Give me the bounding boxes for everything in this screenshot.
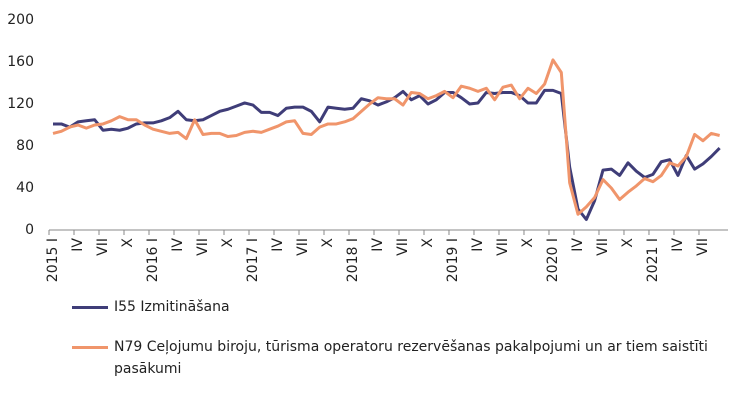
y-tick-label: 0: [25, 222, 34, 238]
x-tick-label: 2018 I: [345, 238, 361, 282]
x-tick-label: IV: [170, 238, 186, 252]
x-tick-label: IV: [270, 238, 286, 252]
y-tick-label: 160: [7, 54, 34, 70]
series-line: [53, 88, 721, 221]
x-tick-label: IV: [370, 238, 386, 252]
x-tick-label: X: [220, 238, 236, 248]
x-tick-label: 2015 I: [45, 238, 61, 282]
x-tick-label: VII: [195, 238, 211, 256]
x-tick-label: IV: [570, 238, 586, 252]
legend-entry: N79 Ceļojumu biroju, tūrisma operatoru r…: [72, 336, 742, 380]
y-tick-label: 40: [16, 180, 34, 196]
legend-label: N79 Ceļojumu biroju, tūrisma operatoru r…: [114, 339, 708, 377]
legend: I55 Izmitināšana N79 Ceļojumu biroju, tūr…: [72, 296, 742, 398]
x-tick-label: X: [420, 238, 436, 248]
y-tick-label: 120: [7, 96, 34, 112]
x-tick-label: VII: [95, 238, 111, 256]
x-tick-label: X: [320, 238, 336, 248]
chart: 0 40 80 120 160 200 2015 I IV VII X 2016 I IV VII X 20…: [7, 12, 728, 282]
legend-swatch: [72, 306, 108, 309]
x-tick-label: X: [520, 238, 536, 248]
x-tick-label: VII: [395, 238, 411, 256]
x-tick-label: 2020 I: [545, 238, 561, 282]
legend-entry: I55 Izmitināšana: [72, 296, 742, 318]
x-tick-label: VII: [295, 238, 311, 256]
x-tick-label: IV: [70, 238, 86, 252]
legend-label: I55 Izmitināšana: [114, 299, 230, 315]
page: 0 40 80 120 160 200 2015 I IV VII X 2016 I IV VII X 20…: [7, 12, 728, 377]
x-tick-label: 2019 I: [445, 238, 461, 282]
x-tick-label: VII: [695, 238, 711, 256]
y-tick-label: 80: [16, 138, 34, 154]
series-line: [52, 58, 721, 216]
x-tick-label: IV: [670, 238, 686, 252]
x-tick-label: VII: [595, 238, 611, 256]
x-tick-label: VII: [495, 238, 511, 256]
x-tick-label: 2017 I: [245, 238, 261, 282]
x-tick-label: 2021 I: [645, 238, 661, 282]
y-tick-label: 200: [7, 12, 34, 28]
x-tick-label: X: [120, 238, 136, 248]
x-tick-label: 2016 I: [145, 238, 161, 282]
x-tick-label: IV: [470, 238, 486, 252]
legend-swatch: [72, 346, 108, 349]
x-tick-label: X: [620, 238, 636, 248]
